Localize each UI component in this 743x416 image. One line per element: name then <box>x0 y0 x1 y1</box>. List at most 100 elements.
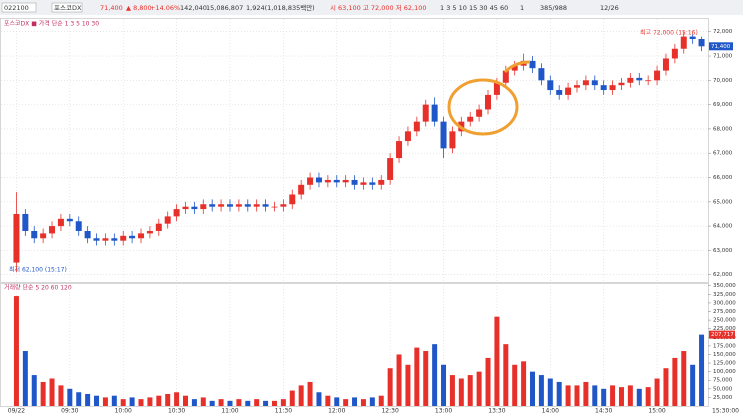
volume-bar <box>618 387 624 406</box>
candle-body <box>235 204 242 207</box>
candle-body <box>182 206 189 210</box>
volume: 142,040 <box>180 4 207 12</box>
volume-bar <box>236 399 242 406</box>
candle-body <box>173 209 180 217</box>
volume-bar <box>627 385 633 406</box>
candle-body <box>396 141 403 159</box>
volume-bar <box>13 296 19 406</box>
volume-bar <box>556 381 562 406</box>
y-tick-label: 64,000 <box>713 224 733 230</box>
periods[interactable]: 1 3 5 10 15 30 45 60 <box>440 4 508 12</box>
volume-bar <box>503 344 509 406</box>
y-tick-label: 72,000 <box>713 29 733 35</box>
y-tick-label: 325,000 <box>713 292 736 298</box>
date[interactable]: 12/26 <box>600 4 619 12</box>
count: 385/988 <box>540 4 567 12</box>
candle-body <box>582 80 589 86</box>
candle-body <box>538 68 545 81</box>
volume-bar <box>325 395 331 406</box>
candle-body <box>40 233 47 239</box>
volume-bar <box>458 378 464 406</box>
candle-body <box>654 70 661 81</box>
candle-body <box>218 204 225 207</box>
volume-bar <box>485 357 491 406</box>
volume-bar <box>512 364 518 406</box>
name-box[interactable] <box>51 2 83 13</box>
x-tick-label: 11:00 <box>221 408 238 415</box>
candle-body <box>342 179 349 183</box>
candle-body <box>146 230 153 234</box>
candle-body <box>200 204 207 210</box>
candle-body <box>315 177 322 183</box>
volume-bar <box>22 351 28 406</box>
current-price-box <box>709 42 733 51</box>
y-tick-label: 67,000 <box>713 151 733 157</box>
volume-bar <box>129 397 135 406</box>
volume-bar <box>289 390 295 406</box>
candle-body <box>93 238 100 241</box>
candle-body <box>333 179 340 183</box>
candle-body <box>689 36 696 40</box>
candle-body <box>431 104 438 122</box>
volume-bar <box>574 385 580 406</box>
volume-bar <box>147 397 153 406</box>
volume-bar <box>316 392 322 406</box>
volume-bar <box>58 385 64 406</box>
toolbar <box>0 0 743 15</box>
y-tick-label: 65,000 <box>713 199 733 205</box>
candle-body <box>609 85 616 91</box>
y-tick-label: 75,000 <box>713 378 733 384</box>
volume-bar <box>156 395 162 406</box>
candle-body <box>351 179 358 185</box>
volume-bar <box>174 392 180 406</box>
volume-bar <box>120 399 126 406</box>
amount: 15,086,807 <box>206 4 243 12</box>
volume-bar <box>76 392 82 406</box>
x-tick-label: 13:30 <box>488 408 505 415</box>
candle-body <box>440 121 447 149</box>
candle-body <box>645 80 652 82</box>
volume-bar <box>378 395 384 406</box>
low-note: 최저 62,100 (15:17) <box>9 266 67 274</box>
candle-body <box>102 238 109 241</box>
candle-body <box>307 177 314 185</box>
x-tick-label: 14:00 <box>542 408 559 415</box>
volume-bar <box>476 371 482 406</box>
y-tick-label: 70,000 <box>713 78 733 84</box>
unit[interactable]: 1 <box>520 4 524 12</box>
candle-body <box>511 65 518 71</box>
high-note: 최고 72,000 (15:16) <box>640 29 698 37</box>
volume-bar <box>263 400 269 406</box>
volume-bar <box>31 375 37 406</box>
volume-bar <box>254 399 260 406</box>
y-tick-label: 68,000 <box>713 126 733 132</box>
volume-bar <box>102 397 108 406</box>
candle-body <box>209 204 216 207</box>
candle-body <box>369 182 376 185</box>
volume-bar <box>538 375 544 406</box>
volume-bar <box>521 361 527 406</box>
candle-body <box>529 60 536 69</box>
y-tick-label: 50,000 <box>713 386 733 392</box>
candle-body <box>449 131 456 149</box>
y-tick-label: 225,000 <box>713 326 736 332</box>
candle-body <box>13 213 20 263</box>
candle-body <box>556 90 563 95</box>
volume-bar <box>467 375 473 406</box>
price-frame <box>0 18 709 283</box>
code-input[interactable] <box>1 2 37 13</box>
candle-body <box>138 233 145 239</box>
highlight-circle <box>447 78 519 136</box>
volume-bar <box>307 381 313 406</box>
x-tick-label: 09/22 <box>8 408 25 415</box>
change: ▲ 8,800 <box>126 4 152 12</box>
volume-bar <box>218 399 224 406</box>
info: 1,924(1,018,835백만) <box>246 3 315 12</box>
candle-body <box>49 226 56 234</box>
volume-bar <box>352 397 358 406</box>
y-tick-label: 150,000 <box>713 352 736 358</box>
candle-body <box>226 204 233 207</box>
candle-body <box>467 116 474 122</box>
x-tick-label: 12:30 <box>381 408 398 415</box>
volume-bar <box>271 400 277 406</box>
